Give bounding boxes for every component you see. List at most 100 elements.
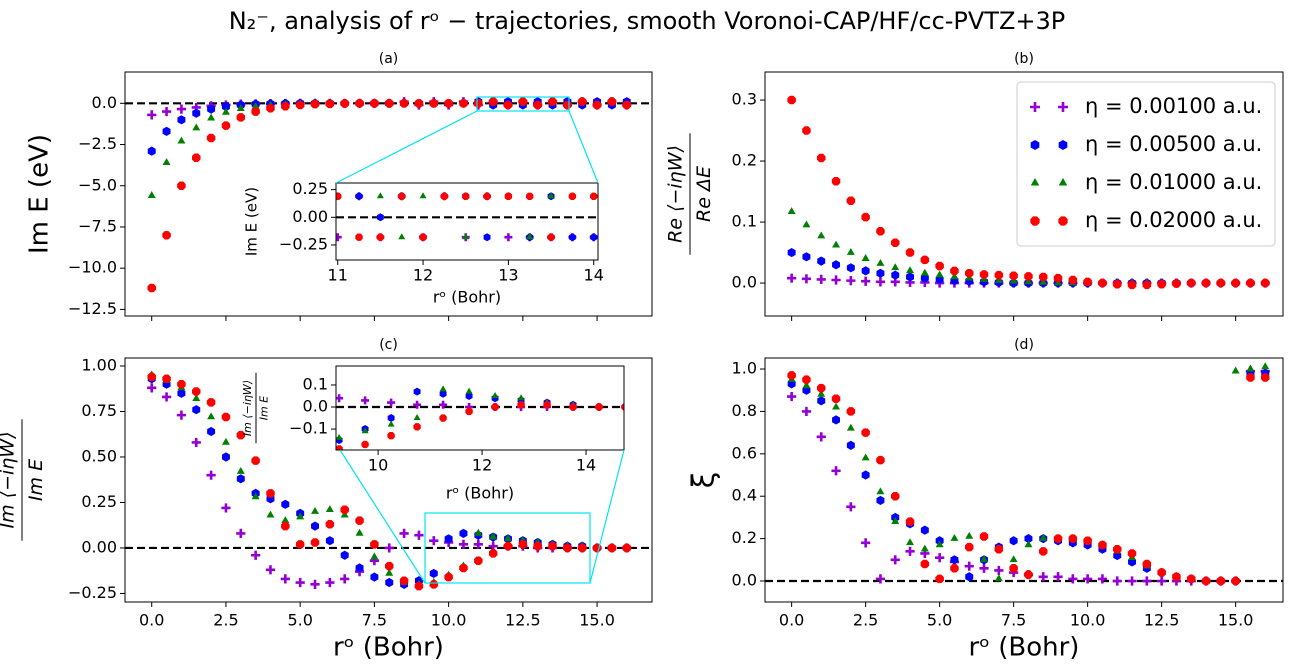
marker-hexagon: [207, 104, 216, 114]
marker-triangle: [398, 233, 406, 240]
marker-hexagon: [177, 388, 186, 398]
marker-plus: [280, 574, 290, 584]
marker-hexagon: [311, 521, 319, 531]
marker-plus: [994, 565, 1004, 576]
marker-octagon: [622, 543, 632, 553]
marker-triangle: [474, 528, 483, 536]
y-label-text: ξ: [687, 472, 722, 489]
marker-octagon: [1260, 278, 1270, 288]
marker-plus: [979, 563, 989, 573]
marker-octagon: [920, 559, 930, 569]
marker-triangle: [385, 568, 394, 576]
marker-octagon: [192, 387, 201, 396]
marker-triangle: [846, 247, 855, 255]
marker-octagon: [398, 192, 406, 200]
marker-octagon: [1186, 278, 1196, 288]
marker-octagon: [577, 97, 587, 106]
marker-hexagon: [832, 415, 841, 425]
marker-triangle: [439, 385, 447, 392]
marker-octagon: [387, 431, 395, 440]
marker-plus: [1112, 576, 1122, 586]
marker-hexagon: [177, 115, 186, 125]
marker-octagon: [802, 126, 811, 135]
marker-octagon: [399, 99, 409, 108]
marker-octagon: [920, 255, 930, 265]
marker-octagon: [361, 440, 369, 449]
marker-triangle: [251, 492, 260, 500]
marker-octagon: [1038, 547, 1048, 556]
y-tick-label: 0.8: [732, 401, 757, 420]
marker-octagon: [503, 541, 513, 551]
y-tick-label: 0.2: [732, 151, 757, 170]
marker-triangle: [994, 276, 1003, 283]
marker-triangle: [817, 389, 826, 397]
marker-octagon: [621, 403, 624, 411]
marker-triangle: [935, 270, 944, 278]
marker-triangle: [192, 123, 201, 131]
marker-triangle: [251, 102, 260, 109]
marker-octagon: [1053, 273, 1063, 283]
y-tick-label: 1.0: [732, 359, 757, 378]
marker-plus: [1038, 572, 1048, 582]
panel-label: (a): [379, 51, 399, 67]
marker-hexagon: [439, 389, 447, 398]
marker-hexagon: [965, 572, 974, 582]
y-label-numerator: Im ⟨−iηW⟩: [0, 431, 18, 528]
marker-hexagon: [802, 252, 811, 262]
marker-triangle: [1009, 276, 1018, 284]
marker-octagon: [206, 133, 216, 143]
marker-octagon: [876, 226, 885, 236]
marker-plus: [161, 106, 172, 117]
marker-octagon: [266, 104, 275, 113]
marker-triangle: [846, 423, 855, 431]
marker-hexagon: [192, 405, 201, 415]
marker-octagon: [414, 581, 424, 591]
marker-plus: [935, 553, 945, 563]
marker-octagon: [905, 248, 915, 257]
marker-octagon: [547, 233, 555, 241]
marker-triangle: [920, 268, 929, 276]
marker-octagon: [295, 540, 305, 549]
marker-triangle: [387, 420, 395, 427]
marker-triangle: [311, 506, 319, 514]
marker-triangle: [876, 258, 885, 266]
marker-octagon: [355, 516, 364, 525]
marker-octagon: [474, 99, 483, 108]
marker-triangle: [236, 104, 245, 112]
marker-hexagon: [444, 534, 453, 544]
marker-octagon: [162, 374, 171, 383]
marker-octagon: [465, 407, 473, 416]
marker-hexagon: [891, 270, 900, 280]
marker-triangle: [526, 233, 534, 240]
marker-octagon: [595, 403, 603, 411]
marker-plus: [504, 233, 513, 242]
plot-area: [147, 370, 632, 591]
marker-octagon: [1009, 564, 1018, 573]
marker-octagon: [518, 97, 528, 106]
marker-plus: [861, 538, 871, 548]
zoom-connector: [568, 110, 599, 184]
y-tick-label: 0.00: [292, 207, 328, 226]
marker-octagon: [1098, 540, 1107, 550]
marker-octagon: [281, 521, 290, 531]
marker-triangle: [1024, 277, 1033, 285]
marker-octagon: [370, 99, 379, 108]
plot-area: [147, 97, 632, 293]
marker-plus: [473, 539, 483, 549]
marker-triangle: [1246, 364, 1255, 372]
marker-plus: [221, 503, 231, 513]
marker-octagon: [1201, 278, 1211, 288]
marker-octagon: [370, 540, 379, 549]
marker-hexagon: [325, 536, 334, 546]
marker-hexagon: [1009, 536, 1018, 546]
marker-hexagon: [370, 572, 379, 582]
panel-label: (d): [1014, 337, 1034, 353]
marker-hexagon: [376, 213, 384, 222]
x-tick-label: 12.5: [1144, 611, 1180, 630]
legend-label: η = 0.02000 a.u.: [1085, 208, 1262, 232]
marker-octagon: [563, 543, 572, 553]
marker-triangle: [336, 433, 343, 440]
marker-octagon: [1030, 216, 1040, 226]
marker-octagon: [802, 375, 811, 384]
marker-triangle: [980, 555, 989, 563]
